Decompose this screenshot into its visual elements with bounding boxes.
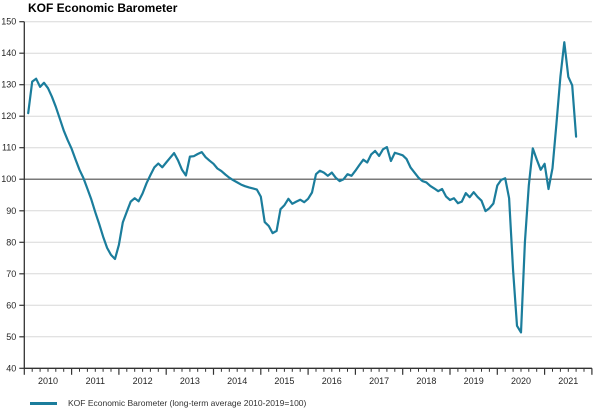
x-tick-label: 2016 [322, 376, 342, 386]
axes [23, 21, 592, 369]
x-tick-label: 2011 [86, 376, 105, 386]
y-tick-label: 130 [1, 80, 16, 90]
x-tick-label: 2019 [464, 376, 484, 386]
y-tick-label: 150 [1, 17, 16, 27]
y-tick-label: 80 [6, 237, 16, 247]
x-tick-label: 2020 [511, 376, 531, 386]
chart-legend: KOF Economic Barometer (long-term averag… [30, 398, 306, 408]
x-tick-label: 2013 [180, 376, 200, 386]
legend-label: KOF Economic Barometer (long-term averag… [68, 398, 307, 408]
y-tick-label: 70 [6, 269, 16, 279]
kof-barometer-line [27, 41, 578, 334]
x-tick-label: 2012 [133, 376, 153, 386]
y-tick-label: 40 [6, 363, 16, 373]
x-tick-label: 2021 [558, 376, 578, 386]
y-tick-label: 60 [6, 300, 16, 310]
legend-line-swatch [30, 401, 57, 405]
y-tick-label: 90 [6, 206, 16, 216]
x-tick-label: 2014 [227, 376, 247, 386]
y-axis: 40 50 60 70 80 90 100 110 120 130 140 150 [1, 17, 25, 373]
x-axis: 2010 2011 2012 2013 2014 2015 2016 2017 2018 2019… [23, 368, 593, 386]
x-tick-label: 2018 [416, 376, 436, 386]
x-tick-label: 2010 [38, 376, 58, 386]
y-tick-label: 140 [1, 48, 16, 58]
y-tick-label: 100 [1, 174, 16, 184]
gridlines [24, 21, 592, 338]
x-tick-label: 2017 [369, 376, 389, 386]
x-tick-label: 2015 [274, 376, 294, 386]
page-title: KOF Economic Barometer [28, 1, 178, 15]
y-tick-label: 110 [2, 143, 16, 153]
y-tick-label: 120 [1, 111, 16, 121]
y-tick-label: 50 [6, 332, 16, 342]
